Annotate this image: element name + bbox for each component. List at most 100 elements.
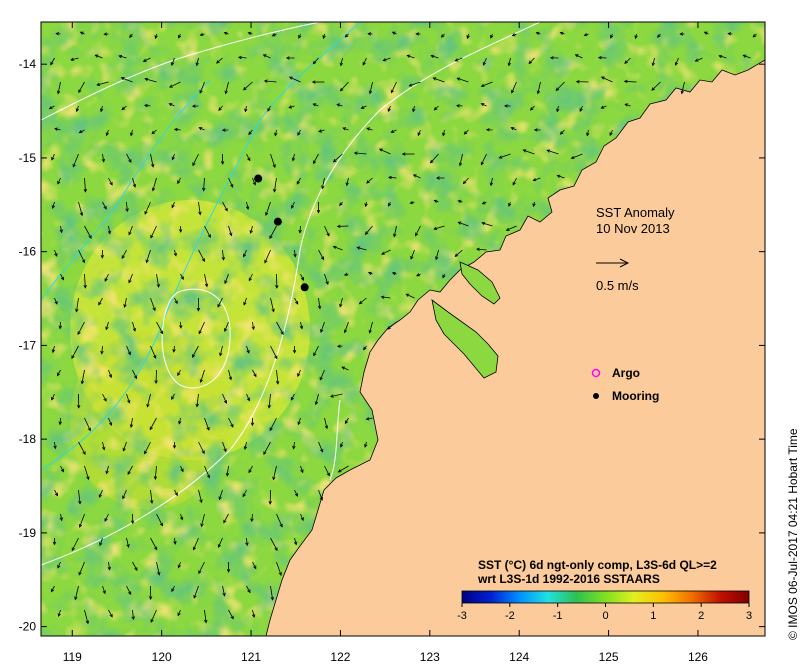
- current-vector-head: [127, 399, 131, 404]
- current-vector-head: [246, 397, 251, 402]
- current-vector-head: [317, 305, 322, 310]
- current-vector-head: [329, 394, 334, 398]
- current-vector: [225, 81, 229, 94]
- current-vector: [318, 441, 323, 453]
- current-vector-head: [153, 476, 158, 480]
- current-vector-head: [316, 209, 321, 214]
- current-vector-head: [150, 619, 154, 623]
- current-vector: [571, 153, 583, 159]
- current-vector: [297, 129, 301, 136]
- current-vector: [193, 537, 199, 550]
- current-vector: [60, 513, 63, 521]
- current-vector-head: [198, 570, 202, 575]
- lon-tick-label: 122: [330, 650, 350, 664]
- current-vector: [156, 561, 160, 575]
- current-vector: [95, 54, 103, 59]
- current-vector-head: [546, 149, 551, 153]
- current-vector-head: [223, 31, 228, 35]
- current-vector-head: [507, 62, 512, 67]
- current-vector: [330, 393, 343, 398]
- current-vector-head: [154, 546, 158, 551]
- current-vector: [263, 54, 271, 59]
- current-vector-head: [54, 492, 58, 497]
- current-vector-head: [218, 496, 222, 501]
- current-vector-head: [481, 201, 486, 205]
- current-vector-head: [102, 590, 106, 595]
- current-vector: [319, 369, 325, 381]
- current-vector-head: [193, 594, 197, 599]
- current-vector-head: [391, 271, 396, 276]
- current-vector: [78, 201, 83, 216]
- current-vector: [246, 585, 251, 593]
- current-vector-head: [366, 180, 370, 184]
- current-vector: [342, 127, 349, 131]
- current-vector: [340, 81, 349, 92]
- current-vector-head: [127, 351, 131, 356]
- current-vector: [71, 537, 79, 551]
- current-vector: [149, 417, 157, 430]
- current-vector-head: [366, 127, 371, 131]
- current-vector: [248, 465, 253, 473]
- current-vector-head: [59, 517, 63, 522]
- current-vector: [78, 249, 85, 263]
- current-vector: [601, 105, 607, 109]
- current-vector-head: [151, 130, 156, 135]
- current-vector-head: [416, 273, 420, 277]
- current-vector: [204, 225, 211, 238]
- current-vector-head: [118, 54, 123, 59]
- current-vector: [217, 297, 223, 308]
- current-vector-head: [220, 161, 225, 165]
- current-vector-head: [319, 376, 323, 381]
- current-vector-head: [367, 32, 372, 36]
- current-vector-head: [192, 162, 196, 167]
- current-vector-head: [343, 272, 348, 277]
- current-vector: [147, 393, 151, 407]
- current-vector-head: [60, 276, 64, 281]
- current-vector-head: [54, 127, 58, 131]
- current-vector: [324, 225, 330, 236]
- current-vector-head: [326, 472, 330, 477]
- current-vector: [246, 393, 250, 401]
- current-vector-head: [727, 32, 732, 36]
- current-vector: [252, 561, 257, 569]
- current-vector-head: [132, 327, 136, 332]
- current-vector-head: [179, 325, 183, 329]
- current-vector: [122, 489, 127, 499]
- current-vector: [463, 177, 469, 184]
- colorbar-tick-label: 0: [602, 610, 608, 622]
- current-vector-head: [656, 34, 661, 38]
- current-vector: [268, 393, 271, 408]
- current-vector: [344, 417, 349, 424]
- current-vector-head: [54, 253, 58, 257]
- current-vector-head: [152, 307, 156, 312]
- current-vector: [556, 105, 559, 112]
- current-vector-head: [485, 128, 490, 132]
- current-vector: [313, 153, 319, 164]
- current-vector-head: [159, 330, 164, 335]
- current-vector: [102, 201, 107, 210]
- current-vector-head: [295, 300, 299, 305]
- current-vector: [270, 153, 276, 168]
- current-vector-head: [267, 404, 272, 409]
- current-vector-head: [360, 105, 365, 109]
- current-vector-head: [326, 232, 330, 237]
- mooring-dot: [300, 283, 309, 292]
- current-vector: [359, 297, 367, 305]
- current-vector: [318, 249, 324, 260]
- current-vector: [379, 148, 391, 155]
- current-vector-head: [219, 352, 223, 357]
- current-vector: [387, 321, 397, 330]
- lat-tick-label: -18: [19, 432, 37, 446]
- current-vector-head: [314, 401, 319, 406]
- current-vector-head: [322, 35, 326, 40]
- current-vector-head: [274, 547, 278, 552]
- scale-arrow-icon: [596, 258, 630, 268]
- current-vector: [121, 249, 127, 259]
- current-vector: [57, 561, 61, 569]
- current-vector-head: [58, 325, 62, 330]
- plot-area: [41, 22, 765, 636]
- current-vector-head: [82, 451, 86, 455]
- current-vector-head: [409, 200, 414, 205]
- current-vector: [341, 366, 349, 371]
- current-vector: [246, 537, 248, 546]
